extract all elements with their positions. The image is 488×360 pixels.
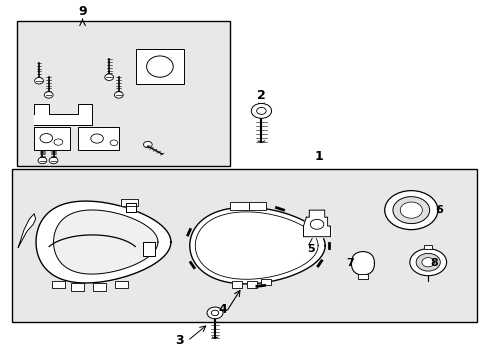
Text: 8: 8 <box>430 258 437 268</box>
Text: 4: 4 <box>218 303 226 316</box>
Circle shape <box>44 92 53 98</box>
Circle shape <box>104 74 113 80</box>
FancyBboxPatch shape <box>249 202 265 210</box>
FancyBboxPatch shape <box>93 283 105 291</box>
Circle shape <box>143 141 152 148</box>
Circle shape <box>415 253 439 271</box>
Circle shape <box>110 140 118 145</box>
FancyBboxPatch shape <box>232 282 242 288</box>
FancyBboxPatch shape <box>78 127 119 150</box>
Circle shape <box>114 92 123 98</box>
Polygon shape <box>126 203 136 212</box>
Polygon shape <box>18 214 36 247</box>
FancyBboxPatch shape <box>424 245 431 249</box>
Circle shape <box>400 202 422 218</box>
FancyBboxPatch shape <box>34 127 70 150</box>
FancyBboxPatch shape <box>357 274 367 279</box>
Text: 7: 7 <box>346 258 353 268</box>
Circle shape <box>409 249 446 276</box>
Circle shape <box>35 77 43 84</box>
FancyBboxPatch shape <box>115 281 127 288</box>
FancyBboxPatch shape <box>261 279 270 285</box>
Circle shape <box>251 103 271 118</box>
Circle shape <box>49 157 58 164</box>
Polygon shape <box>189 207 325 284</box>
Circle shape <box>38 157 47 164</box>
FancyBboxPatch shape <box>246 282 256 288</box>
Text: 1: 1 <box>314 150 323 163</box>
FancyBboxPatch shape <box>142 242 155 256</box>
FancyBboxPatch shape <box>52 281 64 288</box>
Circle shape <box>384 191 437 230</box>
FancyBboxPatch shape <box>71 283 84 291</box>
Text: 9: 9 <box>78 5 87 18</box>
Polygon shape <box>34 104 92 125</box>
Polygon shape <box>53 210 158 274</box>
Polygon shape <box>121 199 138 206</box>
Polygon shape <box>351 252 374 275</box>
Circle shape <box>421 258 434 267</box>
Polygon shape <box>36 201 170 283</box>
FancyBboxPatch shape <box>229 202 249 210</box>
Text: 5: 5 <box>307 244 314 254</box>
FancyBboxPatch shape <box>17 21 229 166</box>
Circle shape <box>206 307 223 319</box>
Circle shape <box>392 197 429 224</box>
Text: 6: 6 <box>435 205 443 215</box>
FancyBboxPatch shape <box>12 169 476 322</box>
FancyBboxPatch shape <box>136 49 183 84</box>
Polygon shape <box>303 210 330 237</box>
Text: 3: 3 <box>175 334 183 347</box>
Text: 2: 2 <box>257 89 265 102</box>
